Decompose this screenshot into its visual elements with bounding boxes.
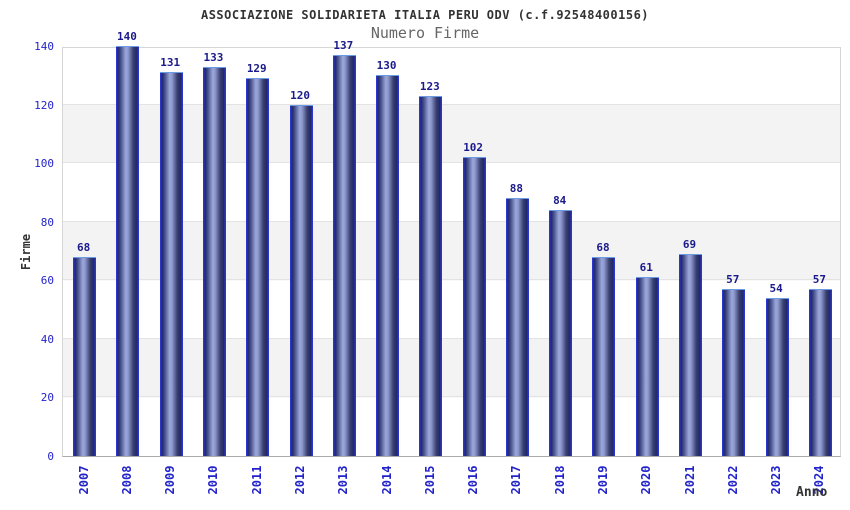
grid-line [63,220,840,222]
x-tick-label: 2012 [293,465,308,495]
y-tick-label: 120 [34,98,54,112]
bar-value-label: 88 [509,182,524,196]
x-axis-title: Anno [796,485,828,500]
bar-2018 [549,210,573,456]
bar-value-label: 137 [333,38,354,52]
bar-2017 [505,198,529,456]
y-tick-label: 80 [40,215,54,229]
y-tick-label: 100 [34,157,54,171]
plot-area [62,46,841,457]
bar-2011 [246,78,270,456]
bar-2008 [116,46,140,456]
bar-value-label: 68 [596,240,610,254]
bar-2010 [202,66,226,456]
x-tick-label: 2018 [552,465,567,495]
bar-value-label: 69 [682,237,697,251]
chart-subtitle: Numero Firme [370,24,480,42]
x-tick-label: 2022 [725,465,740,495]
bar-value-label: 68 [77,240,91,254]
bar-value-label: 102 [463,141,484,155]
bar-value-label: 54 [769,281,783,295]
y-axis-title: Firme [19,233,33,271]
bar-value-label: 133 [203,50,224,64]
x-tick-label: 2009 [163,465,178,495]
x-tick-label: 2013 [336,465,351,495]
bar-value-label: 123 [419,79,440,93]
bar-value-label: 61 [639,261,653,275]
x-tick-label: 2017 [509,465,524,495]
bar-2020 [635,277,659,456]
bar-2007 [73,256,97,456]
grid-line [63,103,840,105]
y-tick-label: 40 [40,332,54,346]
y-tick-label: 60 [40,274,54,288]
bar-2021 [679,253,703,456]
x-tick-label: 2010 [206,465,221,495]
x-tick-label: 2007 [76,465,91,495]
y-tick-label: 20 [40,391,54,405]
grid-line [63,162,840,164]
grid-line [63,279,840,281]
grid-line [63,396,840,398]
bar-value-label: 57 [812,273,826,287]
y-tick-label: 140 [34,40,54,53]
bar-value-label: 131 [160,56,181,70]
bar-value-label: 84 [553,194,567,207]
bar-2014 [376,75,400,456]
bar-2013 [332,54,356,456]
x-tick-label: 2021 [682,465,697,495]
bar-value-label: 130 [376,59,397,73]
x-tick-label: 2015 [422,465,437,495]
x-tick-label: 2020 [639,465,654,495]
x-tick-label: 2024 [812,465,827,495]
bar-value-label: 120 [290,88,310,102]
bar-2012 [289,104,313,456]
chart-title: ASSOCIAZIONE SOLIDARIETA ITALIA PERU ODV… [200,8,650,22]
x-tick-label: 2023 [769,465,784,495]
bar-2024 [808,289,832,456]
grid-line [63,337,840,339]
y-tick-label: 0 [47,450,54,463]
bar-2016 [462,157,486,456]
x-tick-label: 2014 [379,465,394,495]
bar-value-label: 129 [246,62,267,76]
x-tick-label: 2019 [595,465,610,495]
bar-2023 [765,297,789,456]
bar-2015 [419,95,443,456]
x-tick-label: 2008 [119,465,134,495]
bar-value-label: 57 [726,273,740,287]
bar-2009 [159,72,183,456]
x-tick-label: 2011 [249,465,264,495]
bar-2022 [722,289,746,456]
x-tick-label: 2016 [466,465,481,495]
bar-value-label: 140 [116,30,137,43]
bar-2019 [592,256,616,456]
